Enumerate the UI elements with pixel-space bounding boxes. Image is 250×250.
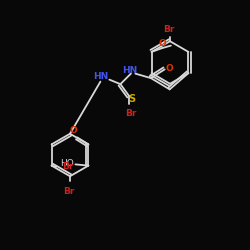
Text: Br: Br [163,25,174,34]
Text: Br: Br [125,109,136,118]
Text: O: O [70,126,77,135]
Text: HO: HO [60,159,74,168]
Text: HN: HN [122,66,138,75]
Text: O: O [165,64,173,73]
Text: HN: HN [93,72,108,81]
Text: O: O [159,39,166,48]
Text: Br: Br [62,162,74,172]
Text: S: S [128,94,136,104]
Text: Br: Br [63,187,74,196]
